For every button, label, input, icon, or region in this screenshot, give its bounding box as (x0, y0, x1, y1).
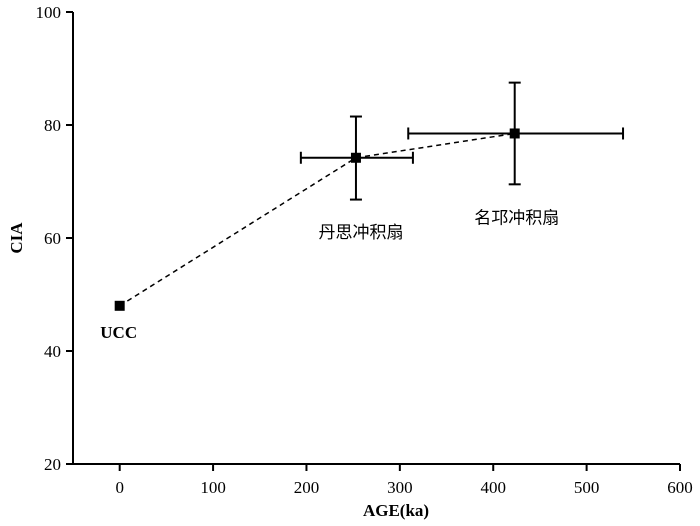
x-tick-label: 600 (667, 478, 693, 497)
x-tick-label: 400 (480, 478, 506, 497)
data-point-group: UCC (100, 300, 137, 342)
data-point-group: 名邛冲积扇 (407, 81, 625, 228)
x-tick-label: 300 (387, 478, 413, 497)
x-ticks: 0 100 200 300 400 500 600 (115, 464, 693, 497)
connector-line (119, 132, 515, 307)
data-point-marker (114, 300, 125, 311)
data-points: UCC 丹思冲积扇 名邛冲积扇 (100, 81, 625, 342)
y-tick-label: 40 (44, 342, 61, 361)
data-point-marker (509, 128, 520, 139)
data-point-group: 丹思冲积扇 (299, 115, 414, 243)
data-point-label: UCC (100, 323, 137, 342)
y-tick-label: 20 (44, 455, 61, 474)
y-tick-label: 60 (44, 229, 61, 248)
y-axis-title: CIA (7, 222, 26, 254)
x-tick-label: 0 (115, 478, 124, 497)
data-point-label: 名邛冲积扇 (474, 208, 559, 228)
data-point-label: 丹思冲积扇 (318, 223, 403, 243)
x-tick-label: 200 (294, 478, 320, 497)
y-ticks: 20 40 60 80 100 (36, 3, 73, 474)
x-axis-title: AGE(ka) (363, 501, 429, 520)
x-tick-label: 500 (574, 478, 600, 497)
y-tick-label: 100 (36, 3, 62, 22)
x-tick-label: 100 (200, 478, 226, 497)
data-point-marker (350, 152, 361, 163)
y-tick-label: 80 (44, 116, 61, 135)
